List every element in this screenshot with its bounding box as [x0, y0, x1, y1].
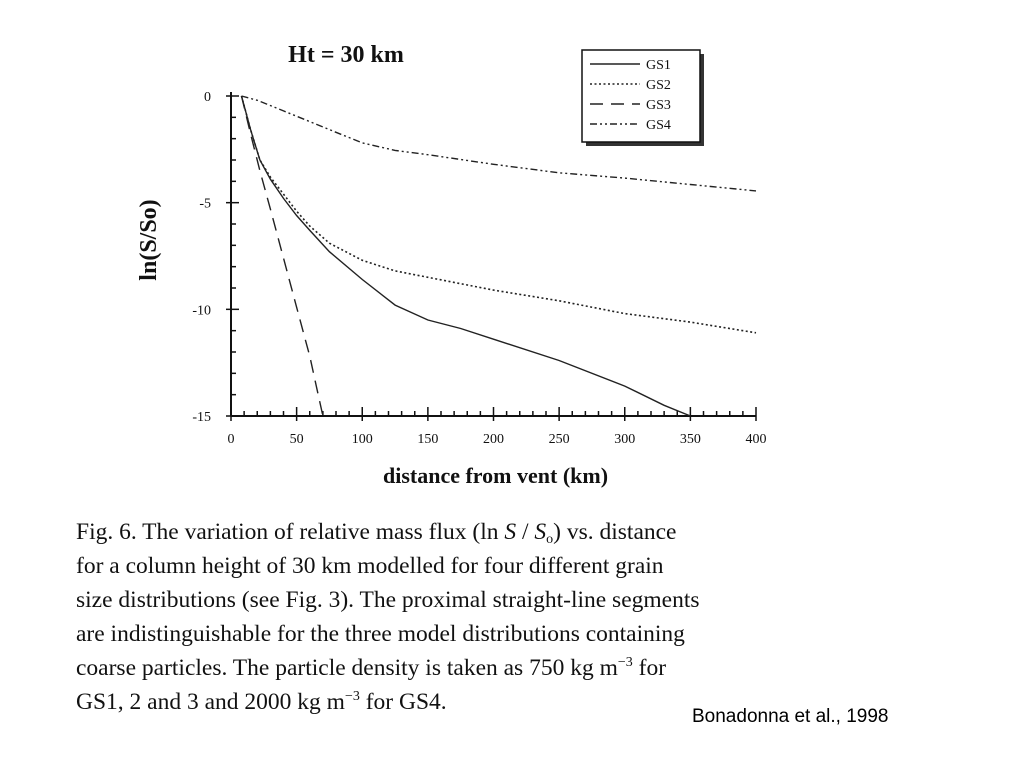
- caption-fragment: for GS4.: [359, 689, 447, 715]
- caption-line: for a column height of 30 km modelled fo…: [76, 549, 836, 583]
- y-tick-label: -10: [192, 303, 211, 318]
- caption-line: Fig. 6. The variation of relative mass f…: [76, 515, 836, 549]
- chart: Ht = 30 km 0 50 100 150 200 250 300 350 400 0 -5 -10…: [136, 42, 767, 488]
- y-tick-label: -15: [192, 410, 211, 425]
- caption-fragment: GS1, 2 and 3 and 2000 kg m: [76, 689, 345, 715]
- y-axis-label: ln(S/So): [136, 199, 162, 280]
- x-axis-label: distance from vent (km): [383, 463, 608, 488]
- legend-label-gs2: GS2: [646, 78, 671, 93]
- caption-fragment: are indistinguishable for the three mode…: [76, 621, 685, 647]
- caption-fragment: S: [534, 519, 547, 545]
- caption-fragment: for a column height of 30 km modelled fo…: [76, 553, 664, 579]
- x-tick-label: 300: [614, 432, 635, 447]
- x-tick-label: 350: [680, 432, 701, 447]
- x-tick-label: 400: [746, 432, 767, 447]
- caption-line: GS1, 2 and 3 and 2000 kg m−3 for GS4.: [76, 685, 836, 719]
- legend-label-gs3: GS3: [646, 98, 671, 113]
- caption-fragment: Fig. 6. The variation of relative mass f…: [76, 519, 505, 545]
- series-line-gs4: [241, 95, 757, 192]
- x-tick-label: 250: [549, 432, 570, 447]
- caption-fragment: S: [504, 519, 517, 545]
- caption-fragment: /: [516, 519, 535, 545]
- x-tick-label: 0: [228, 432, 235, 447]
- series-line-gs3: [240, 95, 324, 417]
- series-line-gs2: [240, 95, 757, 334]
- y-tick-label: 0: [204, 90, 211, 105]
- caption-fragment: coarse particles. The particle density i…: [76, 655, 618, 681]
- chart-title: Ht = 30 km: [288, 42, 404, 68]
- x-tick-label: 150: [417, 432, 438, 447]
- legend-label-gs4: GS4: [646, 118, 671, 133]
- y-tick-label: -5: [199, 197, 211, 212]
- caption-fragment: o: [546, 532, 554, 547]
- caption-fragment: size distributions (see Fig. 3). The pro…: [76, 587, 700, 613]
- caption-line: size distributions (see Fig. 3). The pro…: [76, 583, 836, 617]
- legend-box: [581, 49, 701, 143]
- figure-caption: Fig. 6. The variation of relative mass f…: [76, 515, 836, 719]
- x-tick-label: 100: [352, 432, 373, 447]
- caption-fragment: −3: [617, 655, 633, 670]
- caption-line: coarse particles. The particle density i…: [76, 651, 836, 685]
- caption-line: are indistinguishable for the three mode…: [76, 617, 836, 651]
- caption-fragment: ) vs. distance: [553, 519, 677, 545]
- legend-label-gs1: GS1: [646, 58, 671, 73]
- citation: Bonadonna et al., 1998: [692, 706, 889, 727]
- x-tick-label: 50: [290, 432, 304, 447]
- caption-fragment: for: [632, 655, 667, 681]
- caption-fragment: −3: [344, 689, 360, 704]
- x-tick-label: 200: [483, 432, 504, 447]
